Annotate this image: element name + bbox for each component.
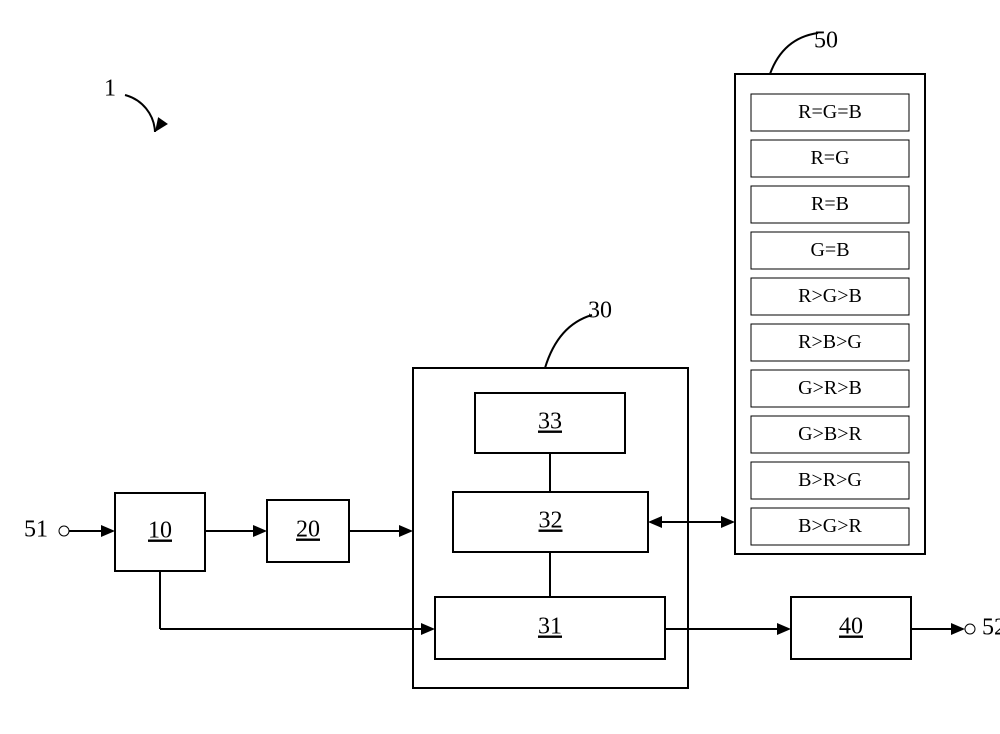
svg-text:52: 52: [982, 615, 1000, 641]
svg-text:B>R>G: B>R>G: [798, 469, 862, 491]
svg-text:1: 1: [104, 76, 116, 102]
svg-text:G>R>B: G>R>B: [798, 377, 862, 399]
svg-text:50: 50: [814, 28, 838, 54]
svg-text:R>B>G: R>B>G: [798, 331, 862, 353]
svg-text:G>B>R: G>B>R: [798, 423, 862, 445]
svg-text:31: 31: [538, 614, 562, 640]
svg-text:R=B: R=B: [811, 193, 849, 215]
svg-text:33: 33: [538, 409, 562, 435]
svg-text:20: 20: [296, 517, 320, 543]
svg-text:30: 30: [588, 298, 612, 324]
svg-text:51: 51: [24, 517, 48, 543]
svg-text:32: 32: [539, 508, 563, 534]
svg-text:B>G>R: B>G>R: [798, 515, 862, 537]
svg-text:40: 40: [839, 614, 863, 640]
svg-text:R=G=B: R=G=B: [798, 101, 862, 123]
svg-text:R=G: R=G: [810, 147, 849, 169]
svg-text:10: 10: [148, 518, 172, 544]
svg-text:R>G>B: R>G>B: [798, 285, 862, 307]
svg-text:G=B: G=B: [810, 239, 849, 261]
